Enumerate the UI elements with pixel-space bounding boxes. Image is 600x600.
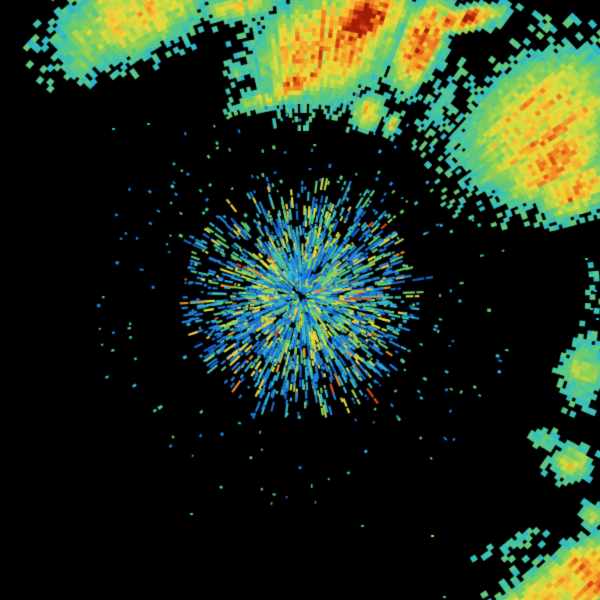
radar-reflectivity-canvas — [0, 0, 600, 600]
radar-display — [0, 0, 600, 600]
